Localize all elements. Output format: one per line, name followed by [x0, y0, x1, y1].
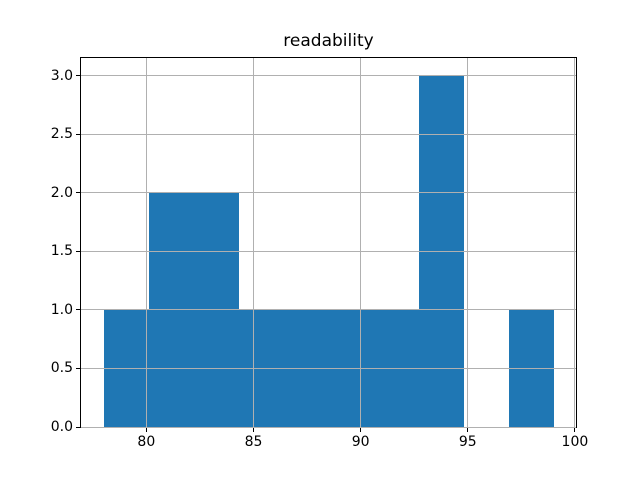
x-tick-label: 80 — [137, 434, 156, 450]
y-tick-mark — [76, 75, 80, 77]
x-tick-mark — [574, 428, 576, 432]
gridline-horizontal — [81, 309, 576, 311]
y-tick-label: 0.0 — [50, 419, 73, 435]
grid-layer — [81, 58, 576, 428]
gridline-horizontal — [81, 75, 576, 77]
y-tick-label: 1.5 — [50, 243, 73, 260]
gridline-horizontal — [81, 192, 576, 194]
gridline-vertical — [253, 58, 254, 427]
y-tick-mark — [76, 426, 80, 428]
y-tick-mark — [76, 367, 80, 369]
x-tick-mark — [360, 428, 362, 432]
gridline-horizontal — [81, 367, 576, 369]
y-tick-label: 2.0 — [50, 184, 73, 201]
plot-area — [80, 57, 577, 428]
x-tick-label: 85 — [244, 434, 263, 450]
y-tick-mark — [76, 250, 80, 252]
x-tick-mark — [145, 428, 147, 432]
gridline-vertical — [574, 58, 576, 427]
y-tick-mark — [76, 192, 80, 194]
y-tick-label: 2.5 — [50, 126, 73, 143]
gridline-horizontal — [81, 426, 576, 428]
x-tick-mark — [467, 428, 469, 432]
gridline-vertical — [145, 58, 147, 427]
y-tick-label: 1.0 — [50, 301, 73, 318]
x-tick-label: 100 — [561, 434, 589, 450]
y-tick-mark — [76, 133, 80, 135]
gridline-horizontal — [81, 133, 576, 135]
gridline-horizontal — [81, 250, 576, 252]
y-tick-mark — [76, 309, 80, 311]
y-tick-label: 0.5 — [50, 360, 73, 377]
gridline-vertical — [467, 58, 469, 427]
y-tick-label: 3.0 — [50, 67, 73, 84]
gridline-vertical — [360, 58, 362, 427]
x-tick-label: 90 — [351, 434, 370, 450]
x-tick-mark — [253, 428, 254, 432]
x-tick-label: 95 — [458, 434, 477, 450]
chart-title: readability — [283, 31, 374, 51]
